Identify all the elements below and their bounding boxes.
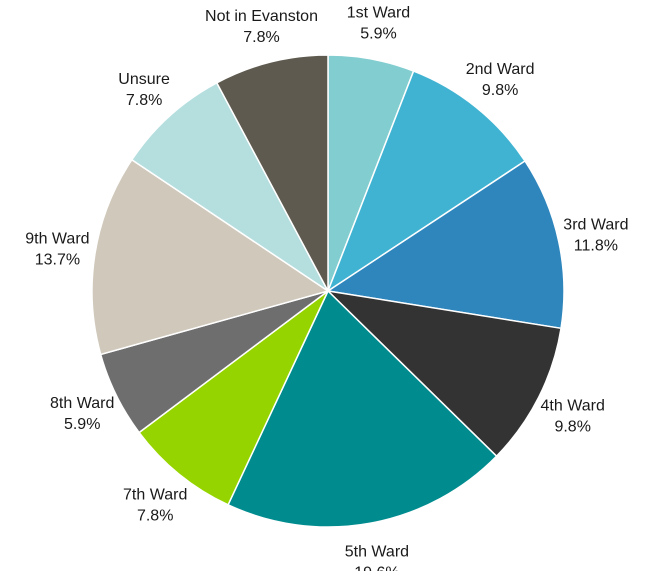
pie-slice-2nd-ward (326, 70, 527, 293)
slice-category-label: 8th Ward (50, 395, 114, 412)
slice-category-label: 2nd Ward (466, 61, 535, 78)
pie-slice-4th-ward (325, 289, 562, 458)
slice-label-4th-ward: 4th Ward 9.8% (541, 397, 605, 435)
slice-value-label: 13.7% (35, 252, 80, 269)
pie-slice-7th-ward (138, 290, 329, 506)
slice-label-5th-ward: 5th Ward 19.6% (345, 544, 409, 571)
slice-value-label: 9.8% (482, 82, 518, 99)
pie-slices (91, 54, 565, 528)
pie-labels: 1st Ward 5.9% 2nd Ward 9.8% 3rd Ward 11.8% 4th… (25, 5, 628, 571)
slice-label-1st-ward: 1st Ward 5.9% (347, 5, 410, 43)
pie-slice-5th-ward (227, 289, 498, 528)
pie-slice-unsure (130, 81, 329, 292)
slice-value-label: 19.6% (354, 565, 399, 571)
slice-label-8th-ward: 8th Ward 5.9% (50, 395, 114, 433)
slice-category-label: 9th Ward (25, 231, 89, 248)
slice-label-7th-ward: 7th Ward 7.8% (123, 487, 187, 525)
slice-value-label: 7.8% (126, 92, 162, 109)
slice-category-label: 4th Ward (541, 397, 605, 414)
pie-slice-not-in-evanston (215, 54, 329, 292)
slice-value-label: 7.8% (243, 29, 279, 46)
slice-label-3rd-ward: 3rd Ward 11.8% (563, 216, 628, 254)
slice-value-label: 5.9% (64, 416, 100, 433)
slice-value-label: 11.8% (574, 237, 618, 254)
slice-label-not-in-evanston: Not in Evanston 7.8% (205, 8, 318, 46)
slice-category-label: 3rd Ward (563, 216, 628, 233)
slice-value-label: 5.9% (360, 26, 396, 43)
slice-category-label: 1st Ward (347, 5, 410, 22)
slice-category-label: Unsure (118, 71, 170, 88)
slice-value-label: 9.8% (554, 418, 590, 435)
pie-slice-9th-ward (91, 158, 330, 356)
slice-category-label: 7th Ward (123, 487, 187, 504)
slice-label-9th-ward: 9th Ward 13.7% (25, 231, 89, 269)
slice-category-label: 5th Ward (345, 544, 409, 561)
pie-slice-3rd-ward (325, 159, 565, 330)
slice-category-label: Not in Evanston (205, 8, 318, 25)
slice-label-2nd-ward: 2nd Ward 9.8% (466, 61, 535, 99)
slice-value-label: 7.8% (137, 508, 173, 525)
slice-label-unsure: Unsure 7.8% (118, 71, 170, 109)
